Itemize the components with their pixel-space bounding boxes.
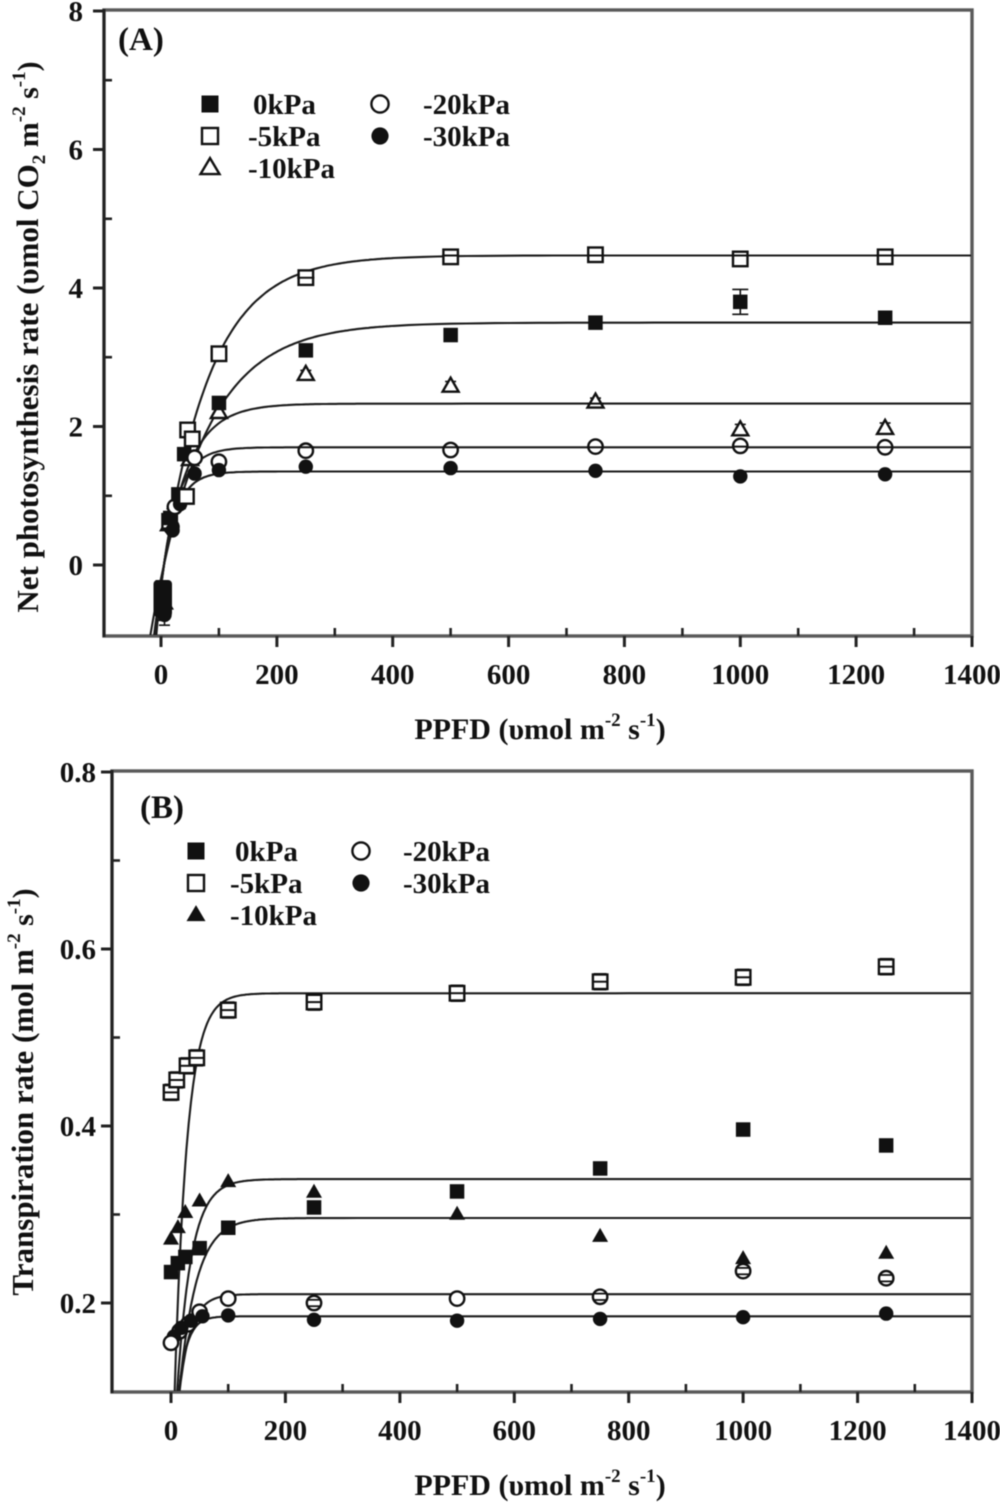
svg-text:-30kPa: -30kPa <box>423 121 511 153</box>
svg-text:0: 0 <box>164 1415 179 1447</box>
svg-text:Transpiration rate (mol m-2 s-: Transpiration rate (mol m-2 s-1) <box>4 888 40 1295</box>
svg-text:800: 800 <box>607 1415 651 1447</box>
svg-text:6: 6 <box>69 135 84 167</box>
svg-text:4: 4 <box>69 273 84 305</box>
svg-text:-10kPa: -10kPa <box>230 900 318 932</box>
svg-text:0.8: 0.8 <box>60 757 96 789</box>
svg-text:1200: 1200 <box>829 1415 887 1447</box>
svg-text:1000: 1000 <box>714 1415 772 1447</box>
svg-text:200: 200 <box>255 659 299 691</box>
svg-text:0.2: 0.2 <box>60 1288 96 1320</box>
svg-text:-10kPa: -10kPa <box>248 153 336 185</box>
svg-text:0kPa: 0kPa <box>253 89 316 121</box>
svg-text:600: 600 <box>493 1415 537 1447</box>
svg-text:(B): (B) <box>140 790 184 826</box>
svg-text:600: 600 <box>487 659 531 691</box>
svg-text:1000: 1000 <box>711 659 769 691</box>
svg-text:8: 8 <box>69 0 84 28</box>
svg-text:0: 0 <box>69 550 84 582</box>
svg-text:-20kPa: -20kPa <box>403 836 491 868</box>
svg-text:-20kPa: -20kPa <box>423 89 511 121</box>
svg-text:1400: 1400 <box>943 1415 1000 1447</box>
svg-text:800: 800 <box>603 659 647 691</box>
svg-text:0kPa: 0kPa <box>235 836 298 868</box>
svg-text:1400: 1400 <box>943 659 1000 691</box>
svg-text:400: 400 <box>371 659 415 691</box>
svg-text:-5kPa: -5kPa <box>230 868 303 900</box>
svg-text:-30kPa: -30kPa <box>403 868 491 900</box>
svg-text:400: 400 <box>378 1415 422 1447</box>
svg-text:200: 200 <box>264 1415 308 1447</box>
svg-text:0.6: 0.6 <box>60 934 96 966</box>
svg-text:PPFD (υmol m-2 s-1): PPFD (υmol m-2 s-1) <box>414 1466 665 1502</box>
svg-text:0.4: 0.4 <box>60 1111 96 1143</box>
svg-text:-5kPa: -5kPa <box>248 121 321 153</box>
svg-text:1200: 1200 <box>827 659 885 691</box>
svg-text:(A): (A) <box>118 22 164 58</box>
svg-text:PPFD (υmol m-2 s-1): PPFD (υmol m-2 s-1) <box>414 710 665 746</box>
svg-text:Net photosynthesis rate (υmol: Net photosynthesis rate (υmol CO2 m-2 s-… <box>9 61 50 612</box>
svg-text:0: 0 <box>154 659 169 691</box>
svg-text:2: 2 <box>69 412 84 444</box>
